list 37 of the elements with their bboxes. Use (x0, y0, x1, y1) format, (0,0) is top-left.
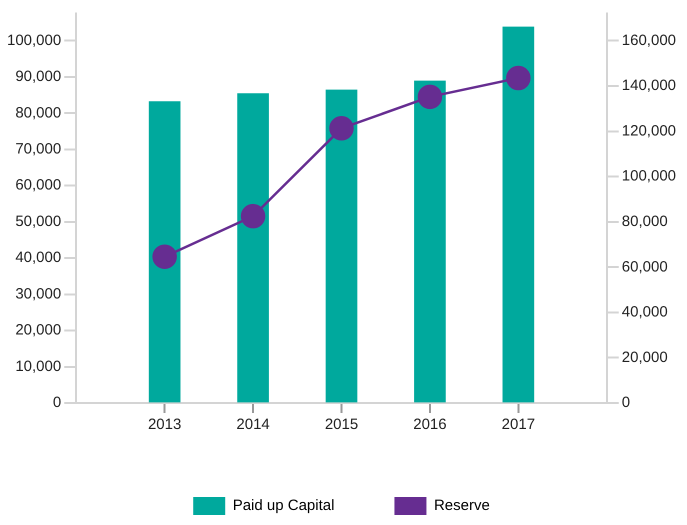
y-tick-label: 20,000 (15, 322, 62, 339)
x-tick-label: 2016 (413, 416, 447, 434)
x-tick-label: 2014 (236, 416, 270, 434)
y2-tick-label: 40,000 (622, 304, 668, 321)
y-tick-label: 90,000 (15, 68, 62, 86)
legend-label: Paid up Capital (232, 497, 334, 514)
y-tick-label: 40,000 (15, 249, 62, 266)
bar (148, 101, 180, 402)
y-tick-label: 70,000 (15, 140, 62, 158)
point (506, 66, 531, 90)
y-tick-label: 30,000 (15, 285, 62, 302)
y-tick-label: 10,000 (15, 358, 62, 375)
x-tick-label: 2017 (502, 416, 536, 434)
y2-tick-label: 20,000 (622, 348, 668, 366)
point (418, 84, 442, 110)
bar (237, 93, 269, 402)
y2-tick-label: 60,000 (622, 258, 668, 276)
y-tick-label: 100,000 (6, 32, 62, 49)
legend-label: Reserve (434, 497, 490, 514)
y2-tick-label: 140,000 (622, 77, 676, 94)
y2-tick-label: 100,000 (622, 168, 676, 185)
point (152, 244, 177, 269)
y2-tick-label: 0 (622, 394, 630, 412)
y2-tick-label: 120,000 (622, 122, 676, 140)
y-tick-label: 0 (52, 394, 62, 412)
y2-tick-label: 160,000 (622, 32, 676, 49)
x-tick-label: 2013 (148, 416, 182, 434)
y-tick-label: 50,000 (15, 212, 62, 230)
point (329, 116, 354, 141)
y-tick-label: 80,000 (15, 104, 62, 122)
point (240, 204, 266, 228)
y2-tick-label: 80,000 (622, 212, 668, 230)
x-tick-label: 2015 (324, 416, 358, 434)
bar (326, 90, 358, 402)
y-tick-label: 60,000 (15, 176, 62, 194)
bar (414, 80, 446, 402)
bar (502, 26, 534, 402)
